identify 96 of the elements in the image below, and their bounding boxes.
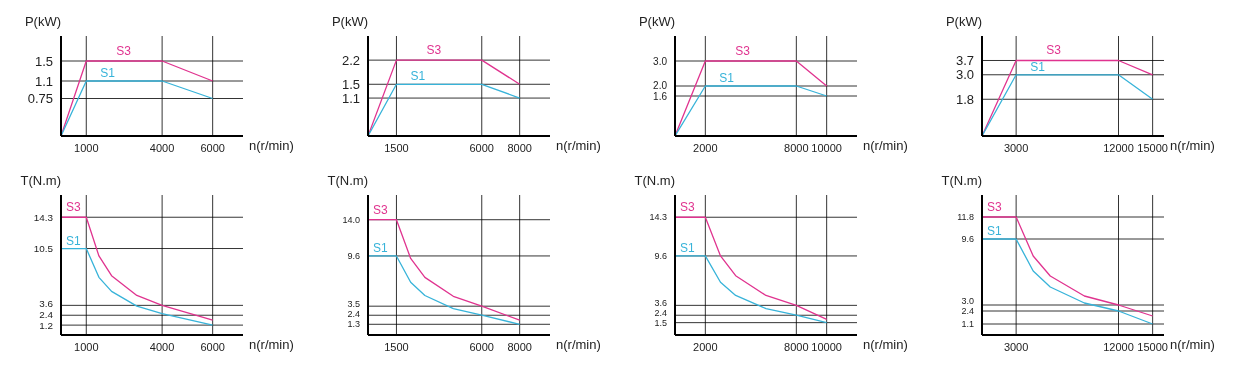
- y-axis-title: T(N.m): [327, 173, 368, 188]
- x-tick-label: 6000: [469, 141, 494, 154]
- y-tick-label: 1.5: [34, 53, 53, 69]
- y-tick-label: 3.0: [961, 296, 974, 307]
- y-tick-label: 1.3: [347, 319, 360, 330]
- y-tick-label: 14.3: [33, 211, 54, 223]
- x-tick-label: 6000: [200, 141, 225, 154]
- series-label: S1: [680, 240, 695, 255]
- x-tick-label: 1000: [74, 141, 99, 154]
- x-tick-label: 6000: [469, 340, 494, 353]
- x-axis-title: n(r/min): [556, 337, 601, 352]
- x-axis-title: n(r/min): [863, 138, 908, 153]
- x-tick-label: 1500: [384, 141, 409, 154]
- y-tick-label: 1.1: [34, 73, 53, 89]
- y-tick-label: 2.0: [653, 79, 668, 91]
- y-tick-label: 10.5: [33, 242, 54, 254]
- x-axis-title: n(r/min): [1170, 138, 1215, 153]
- line-series: [368, 219, 521, 321]
- y-tick-label: 1.1: [961, 319, 974, 330]
- x-tick-label: 8000: [507, 141, 532, 154]
- x-tick-label: 8000: [784, 340, 809, 353]
- x-tick-label: 15000: [1137, 340, 1168, 353]
- y-tick-label: 2.4: [961, 306, 974, 317]
- series-label: S1: [100, 66, 116, 80]
- x-axis-title: n(r/min): [249, 337, 294, 352]
- x-tick-label: 2000: [693, 141, 718, 154]
- y-tick-label: 3.7: [955, 53, 974, 69]
- line-series: [982, 238, 1154, 325]
- y-axis-title: T(N.m): [634, 173, 675, 188]
- y-tick-label: 9.6: [961, 234, 974, 245]
- y-tick-label: 3.0: [653, 55, 668, 67]
- series-label: S1: [66, 233, 81, 248]
- x-tick-label: 1000: [74, 340, 99, 353]
- y-axis-title: P(kW): [24, 14, 61, 29]
- x-axis-title: n(r/min): [556, 138, 601, 153]
- series-label: S1: [1030, 59, 1046, 74]
- y-tick-label: 3.5: [347, 299, 360, 310]
- y-tick-label: 2.2: [341, 52, 360, 68]
- x-tick-label: 12000: [1103, 340, 1134, 353]
- x-tick-label: 3000: [1003, 141, 1029, 154]
- x-tick-label: 10000: [811, 340, 842, 353]
- series-label: S1: [987, 224, 1002, 238]
- series-label: S3: [373, 202, 388, 217]
- y-tick-label: 3.6: [654, 297, 667, 308]
- y-axis-title: P(kW): [945, 14, 982, 29]
- y-tick-label: 9.6: [654, 251, 667, 262]
- y-tick-label: 1.8: [955, 91, 974, 107]
- y-tick-label: 1.5: [341, 76, 360, 92]
- line-series: [61, 216, 214, 321]
- y-tick-label: 2.4: [347, 309, 360, 320]
- series-label: S1: [373, 240, 388, 255]
- line-series: [61, 247, 214, 326]
- x-tick-label: 8000: [507, 340, 532, 353]
- series-label: S3: [116, 44, 132, 58]
- x-axis-title: n(r/min): [1170, 337, 1215, 352]
- x-tick-label: 3000: [1003, 340, 1029, 353]
- series-label: S3: [987, 200, 1002, 214]
- series-label: S3: [680, 200, 695, 215]
- y-tick-label: 1.6: [653, 90, 668, 102]
- x-tick-label: 6000: [200, 340, 225, 353]
- series-label: S3: [735, 44, 751, 58]
- y-axis-title: T(N.m): [20, 173, 61, 188]
- y-tick-label: 3.0: [955, 67, 974, 83]
- line-series: [675, 255, 828, 324]
- y-tick-label: 14.0: [342, 214, 360, 225]
- y-tick-label: 11.8: [957, 212, 974, 223]
- line-series: [368, 255, 521, 325]
- y-tick-label: 1.5: [654, 317, 667, 328]
- y-axis-title: P(kW): [638, 14, 675, 29]
- y-tick-label: 2.4: [39, 308, 54, 320]
- line-series: [982, 216, 1154, 317]
- x-tick-label: 8000: [784, 141, 809, 154]
- y-tick-label: 2.4: [654, 307, 667, 318]
- series-label: S3: [1046, 43, 1062, 58]
- x-tick-label: 10000: [811, 141, 842, 154]
- x-axis-title: n(r/min): [249, 138, 294, 153]
- x-tick-label: 2000: [693, 340, 718, 353]
- series-label: S3: [426, 43, 442, 58]
- series-label: S1: [410, 69, 426, 84]
- x-tick-label: 15000: [1137, 141, 1168, 154]
- x-tick-label: 1500: [384, 340, 409, 353]
- y-tick-label: 0.75: [27, 91, 53, 107]
- x-tick-label: 4000: [149, 340, 175, 353]
- series-label: S3: [66, 200, 81, 215]
- y-tick-label: 9.6: [347, 251, 360, 262]
- y-tick-label: 1.1: [341, 90, 360, 106]
- series-label: S1: [719, 71, 735, 85]
- x-tick-label: 4000: [149, 141, 175, 154]
- y-axis-title: P(kW): [331, 14, 368, 29]
- y-axis-title: T(N.m): [941, 173, 982, 188]
- x-axis-title: n(r/min): [863, 337, 908, 352]
- y-tick-label: 1.2: [39, 319, 53, 331]
- line-series: [675, 216, 828, 320]
- y-tick-label: 14.3: [649, 212, 667, 223]
- y-tick-label: 3.6: [39, 297, 54, 309]
- x-tick-label: 12000: [1103, 141, 1134, 154]
